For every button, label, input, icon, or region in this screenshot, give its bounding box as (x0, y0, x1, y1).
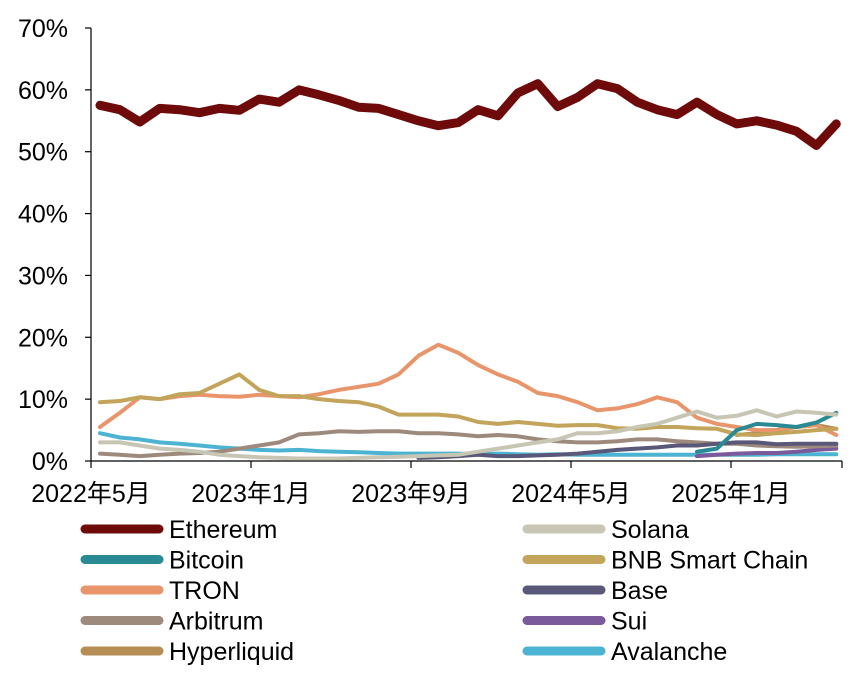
y-tick-label: 30% (18, 262, 68, 290)
plot-area (95, 79, 841, 461)
series-line-sui (695, 446, 839, 459)
legend-label-sui: Sui (611, 608, 647, 636)
legend-label-ethereum: Ethereum (169, 516, 277, 544)
y-tick-label: 10% (18, 386, 68, 414)
y-tick-label: 60% (18, 77, 68, 105)
series-line-tron (98, 342, 839, 437)
legend-label-arbitrum: Arbitrum (169, 608, 263, 636)
y-tick-label: 20% (18, 324, 68, 352)
y-tick-label: 50% (18, 139, 68, 167)
legend: Ethereum Solana Bitcoin BNB Smart Chain TRON… (80, 516, 808, 666)
legend-label-avalanche: Avalanche (611, 638, 727, 666)
legend-label-bitcoin: Bitcoin (169, 547, 244, 575)
y-tick-label: 40% (18, 201, 68, 229)
y-tick-label: 70% (18, 15, 68, 43)
y-tick-label: 0% (32, 448, 68, 476)
x-tick-label: 2022年5月 (31, 480, 151, 508)
legend-label-hyperliquid: Hyperliquid (169, 638, 294, 666)
x-tick-label: 2023年1月 (191, 480, 311, 508)
series-line-bnb-smart-chain (98, 372, 839, 437)
legend-label-solana: Solana (611, 516, 689, 544)
series-line-bitcoin (695, 410, 839, 454)
series-line-solana (98, 408, 839, 461)
legend-label-tron: TRON (169, 577, 240, 605)
legend-label-base: Base (611, 577, 668, 605)
x-axis: 2022年5月 2023年1月 2023年9月 2024年5月 2025年1月 (31, 460, 843, 508)
legend-label-bnb-smart-chain: BNB Smart Chain (611, 547, 808, 575)
x-tick-label: 2025年1月 (671, 480, 791, 508)
series-line-base (416, 440, 839, 460)
x-tick-label: 2024年5月 (511, 480, 631, 508)
series-line-ethereum (95, 79, 841, 150)
y-axis: 0% 10% 20% 30% 40% 50% 60% 70% (18, 15, 92, 476)
x-tick-label: 2023年9月 (351, 480, 471, 508)
